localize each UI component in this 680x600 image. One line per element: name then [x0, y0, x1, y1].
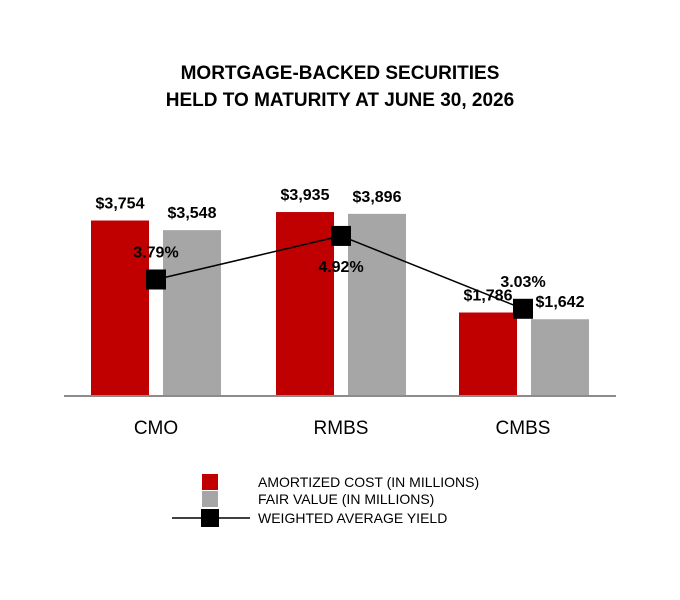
yield-marker-cmbs — [513, 298, 533, 319]
yield-label-rmbs: 4.92% — [318, 259, 363, 276]
category-label-cmbs: CMBS — [496, 418, 551, 439]
data-label-cmbs-amortized-cost: $1,786 — [464, 288, 513, 305]
bars-layer — [91, 212, 589, 396]
legend-marker-yield — [201, 509, 219, 527]
legend-label-yield: WEIGHTED AVERAGE YIELD — [258, 510, 447, 526]
data-label-cmbs-fair-value: $1,642 — [536, 294, 585, 311]
labels-layer: $3,754 $3,548 CMO $3,935 $3,896 RMBS $1,786 $1,… — [96, 187, 585, 439]
data-label-cmo-fair-value: $3,548 — [168, 205, 217, 222]
bar-rmbs-fair-value — [348, 213, 406, 396]
bar-cmo-fair-value — [163, 230, 221, 396]
legend-label-amortized-cost: AMORTIZED COST (IN MILLIONS) — [258, 474, 479, 490]
data-label-rmbs-fair-value: $3,896 — [353, 189, 402, 206]
chart-title-line-1: MORTGAGE-BACKED SECURITIES — [181, 63, 500, 84]
legend: AMORTIZED COST (IN MILLIONS) FAIR VALUE … — [172, 474, 479, 527]
data-label-rmbs-amortized-cost: $3,935 — [281, 187, 330, 204]
legend-swatch-fair-value — [202, 491, 218, 507]
bar-cmbs-amortized-cost — [459, 312, 517, 396]
category-label-cmo: CMO — [134, 418, 178, 439]
yield-marker-cmo — [146, 269, 166, 290]
bar-cmo-amortized-cost — [91, 220, 149, 396]
chart-title-line-2: HELD TO MATURITY AT JUNE 30, 2026 — [166, 90, 514, 111]
legend-label-fair-value: FAIR VALUE (IN MILLIONS) — [258, 491, 434, 507]
yield-line-layer — [146, 225, 533, 319]
yield-label-cmo: 3.79% — [133, 244, 178, 261]
bar-rmbs-amortized-cost — [276, 212, 334, 396]
category-label-rmbs: RMBS — [314, 418, 369, 439]
yield-label-cmbs: 3.03% — [500, 274, 545, 291]
data-label-cmo-amortized-cost: $3,754 — [96, 196, 145, 213]
yield-marker-rmbs — [331, 225, 351, 246]
legend-swatch-amortized-cost — [202, 474, 218, 490]
bar-cmbs-fair-value — [531, 319, 589, 396]
